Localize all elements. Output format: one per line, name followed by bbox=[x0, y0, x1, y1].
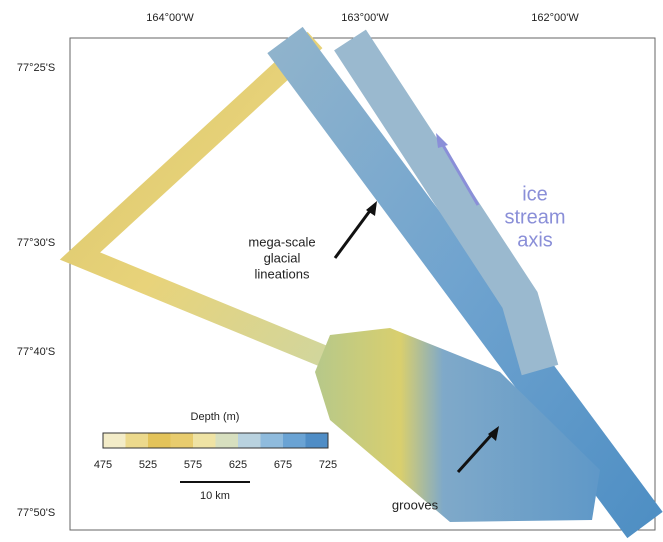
swatch bbox=[238, 433, 261, 448]
legend-title: Depth (m) bbox=[191, 411, 240, 423]
annotation: glacial bbox=[264, 250, 301, 265]
longitude-label: 164°00'W bbox=[146, 12, 194, 24]
legend-tick: 575 bbox=[184, 459, 202, 471]
swaths bbox=[59, 26, 663, 539]
latitude-label: 77°40'S bbox=[17, 346, 55, 358]
longitude-label: 162°00'W bbox=[531, 12, 579, 24]
arrow bbox=[438, 139, 480, 206]
left-axis: 77°25'S 77°30'S 77°40'S 77°50'S bbox=[17, 62, 55, 519]
swatch bbox=[305, 433, 328, 448]
annotation: ice bbox=[522, 183, 548, 205]
swatch bbox=[148, 433, 171, 448]
legend-tick: 475 bbox=[94, 459, 112, 471]
swatch bbox=[170, 433, 193, 448]
yellow-swath bbox=[59, 31, 350, 376]
annotation: lineations bbox=[255, 266, 310, 281]
annotation: axis bbox=[517, 229, 553, 251]
annotation: stream bbox=[504, 206, 565, 228]
longitude-label: 163°00'W bbox=[341, 12, 389, 24]
swatch bbox=[283, 433, 306, 448]
latitude-label: 77°30'S bbox=[17, 237, 55, 249]
blue-swath bbox=[334, 29, 559, 376]
arrow bbox=[456, 430, 496, 474]
survey-lobe bbox=[315, 328, 600, 522]
blue-swath bbox=[267, 26, 663, 539]
annotation: grooves bbox=[392, 497, 439, 512]
swatch bbox=[125, 433, 148, 448]
legend-tick: 725 bbox=[319, 459, 337, 471]
latitude-label: 77°50'S bbox=[17, 507, 55, 519]
ice-stream-annotation: ice stream axis bbox=[436, 133, 566, 251]
swatch bbox=[193, 433, 216, 448]
annotation: mega-scale bbox=[248, 234, 315, 249]
legend: Depth (m) 475 525 575 625 675 725 10 km bbox=[94, 411, 337, 502]
legend-tick: 625 bbox=[229, 459, 247, 471]
colorbar-frame bbox=[102, 432, 329, 449]
legend-tick: 675 bbox=[274, 459, 292, 471]
top-axis: 164°00'W 163°00'W 162°00'W bbox=[146, 12, 579, 24]
legend-tick: 525 bbox=[139, 459, 157, 471]
swatch bbox=[215, 433, 238, 448]
swatch bbox=[260, 433, 283, 448]
scale-bar-label: 10 km bbox=[200, 490, 230, 502]
grooves-annotation: grooves bbox=[392, 426, 499, 512]
swatch bbox=[103, 433, 126, 448]
arrow-head bbox=[366, 201, 377, 216]
arrow-head bbox=[488, 426, 499, 441]
lineations-annotation: mega-scale glacial lineations bbox=[248, 201, 377, 281]
latitude-label: 77°25'S bbox=[17, 62, 55, 74]
arrow-head bbox=[436, 133, 448, 148]
arrow bbox=[333, 207, 374, 259]
